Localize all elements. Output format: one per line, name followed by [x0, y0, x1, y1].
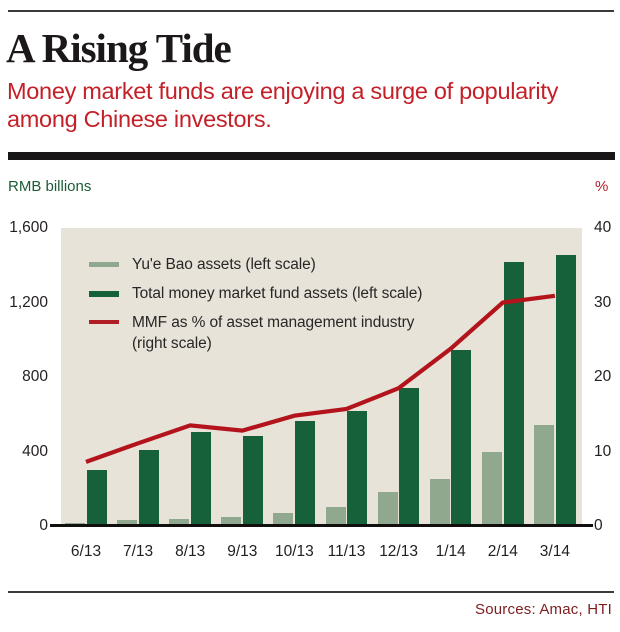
- x-axis-label-12/13: 12/13: [379, 543, 418, 560]
- chart-subtitle-line-1: Money market funds are enjoying a surge …: [7, 78, 559, 104]
- bar-total-mmf-7/13: [138, 449, 159, 526]
- bar-yuebao-11/13: [325, 507, 346, 526]
- legend: Yu'e Bao assets (left scale) Total money …: [89, 254, 422, 362]
- bar-yuebao-2/14: [481, 451, 502, 526]
- bar-total-mmf-9/13: [243, 435, 263, 526]
- footer-divider: [8, 591, 614, 593]
- y-axis-tick-left: 1,600: [9, 219, 48, 236]
- plot-area: [61, 228, 582, 526]
- mmf-percent-line: [85, 293, 556, 464]
- bar-yuebao-1/14: [429, 479, 450, 526]
- y-axis-tick-right: 30: [594, 293, 612, 311]
- y-axis-tick-left: 1,200: [9, 293, 48, 311]
- bar-total-mmf-11/13: [347, 410, 368, 526]
- y-axis-tick-right: 40: [594, 219, 612, 236]
- bar-yuebao-7/13: [117, 520, 138, 526]
- bar-total-mmf-12/13: [399, 387, 420, 526]
- x-axis-label-1/14: 1/14: [435, 543, 466, 560]
- legend-item-label: Total money market fund assets (left sca…: [132, 285, 423, 302]
- x-axis-label-7/13: 7/13: [123, 543, 154, 560]
- x-axis-label-10/13: 10/13: [274, 543, 314, 560]
- chart-subtitle-line-2: among Chinese investors.: [7, 106, 272, 132]
- y-axis-tick-left: 0: [39, 517, 48, 534]
- y-axis-tick-right: 0: [594, 517, 603, 534]
- y-axis-tick-right: 20: [594, 368, 612, 385]
- bar-yuebao-9/13: [221, 516, 242, 526]
- bar-total-mmf-10/13: [295, 420, 316, 526]
- legend-item-label: MMF as % of asset management industry (r…: [132, 314, 415, 352]
- bar-yuebao-8/13: [169, 518, 190, 526]
- bar-yuebao-12/13: [377, 492, 398, 526]
- x-axis-label-11/13: 11/13: [327, 543, 366, 560]
- legend-bar-swatch: [89, 262, 119, 267]
- x-axis-baseline: [50, 523, 593, 527]
- x-axis-label-9/13: 9/13: [227, 543, 258, 560]
- bar-total-mmf-3/14: [555, 255, 576, 526]
- legend-item: Yu'e Bao assets (left scale): [89, 254, 422, 275]
- right-axis-unit-label: %: [595, 178, 609, 195]
- legend-bar-swatch: [89, 291, 119, 297]
- y-axis-tick-right: 10: [594, 442, 612, 460]
- x-axis-label-2/14: 2/14: [487, 543, 518, 560]
- y-axis-tick-left: 800: [22, 368, 48, 385]
- legend-item: MMF as % of asset management industry (r…: [89, 312, 422, 354]
- bar-total-mmf-6/13: [86, 470, 107, 526]
- left-axis-unit-label: RMB billions: [8, 178, 92, 195]
- bar-yuebao-3/14: [533, 425, 554, 526]
- bar-total-mmf-1/14: [451, 350, 472, 526]
- x-axis-label-8/13: 8/13: [175, 543, 206, 560]
- legend-line-swatch: [89, 320, 119, 324]
- bar-total-mmf-2/14: [503, 261, 524, 526]
- x-axis-label-6/13: 6/13: [70, 543, 102, 560]
- chart-title: A Rising Tide: [6, 25, 232, 71]
- top-divider: [8, 10, 614, 12]
- header-divider: [8, 152, 615, 160]
- x-axis-label-3/14: 3/14: [539, 543, 570, 560]
- chart-subtitle: Money market funds are enjoying a surge …: [7, 77, 558, 133]
- sources-label: Sources: Amac, HTI: [475, 601, 612, 618]
- legend-item-label: Yu'e Bao assets (left scale): [132, 256, 316, 273]
- bar-yuebao-10/13: [273, 513, 294, 526]
- y-axis-tick-left: 400: [22, 442, 48, 460]
- bar-total-mmf-8/13: [190, 431, 211, 526]
- legend-item: Total money market fund assets (left sca…: [89, 283, 422, 304]
